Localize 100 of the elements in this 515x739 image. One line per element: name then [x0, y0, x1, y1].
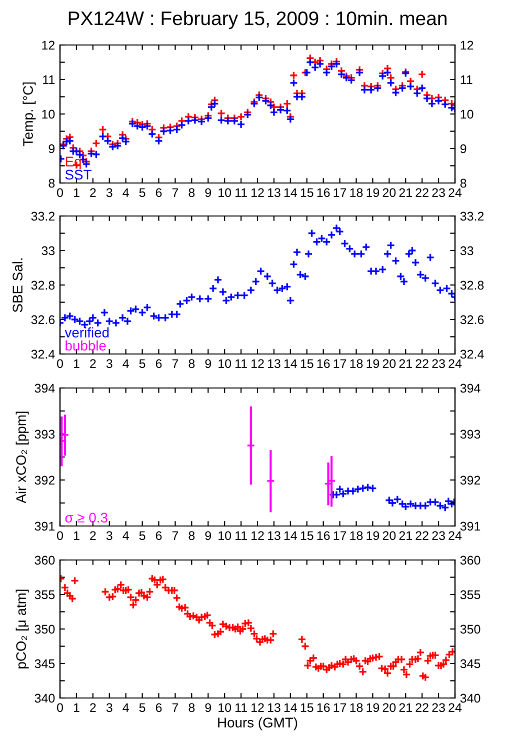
x-tick-label: 12	[252, 359, 264, 368]
x-tick-label: 24	[448, 703, 462, 712]
x-tick-label: 1	[74, 531, 80, 540]
x-tick-label: 10	[218, 359, 232, 368]
y2-tick-label: 8	[460, 178, 466, 188]
x-tick-label: 4	[122, 531, 129, 540]
x-tick-label: 21	[399, 359, 412, 368]
y2-tick-label: 11	[460, 75, 472, 84]
x-tick-label: 22	[416, 703, 428, 712]
x-tick-label: 15	[300, 703, 314, 712]
x-tick-label: 3	[106, 703, 112, 712]
x-tick-label: 18	[350, 359, 363, 368]
x-tick-label: 5	[139, 531, 146, 540]
x-tick-label: 0	[57, 531, 63, 540]
y-axis-title: pCO₂ [μ atm]	[16, 590, 29, 668]
x-tick-label: 12	[252, 703, 264, 712]
y2-tick-label: 391	[460, 522, 480, 531]
y-tick-label: 9	[48, 144, 55, 154]
y2-tick-label: 393	[460, 430, 480, 439]
y2-tick-label: 392	[460, 476, 480, 485]
x-axis-title: Hours (GMT)	[218, 717, 298, 730]
x-tick-label: 3	[106, 188, 112, 198]
y2-tick-label: 340	[460, 694, 480, 703]
series-label: SST	[65, 170, 92, 180]
x-tick-label: 6	[156, 531, 162, 540]
x-tick-label: 0	[57, 359, 63, 368]
y-tick-label: 8	[48, 178, 55, 188]
x-tick-label: 11	[236, 188, 247, 197]
x-tick-label: 24	[448, 531, 462, 540]
y-tick-label: 345	[34, 659, 55, 668]
x-tick-label: 8	[188, 359, 195, 368]
x-tick-label: 4	[122, 703, 129, 712]
y2-tick-label: 360	[460, 556, 480, 565]
x-tick-label: 1	[74, 359, 80, 368]
x-tick-label: 13	[268, 359, 280, 368]
y-axis-title: Air xCO₂ [ppm]	[16, 412, 29, 504]
x-tick-label: 7	[172, 703, 178, 712]
x-tick-label: 3	[106, 531, 112, 540]
x-tick-label: 0	[57, 188, 63, 198]
y2-tick-label: 10	[460, 110, 474, 119]
x-tick-label: 14	[284, 188, 298, 197]
x-tick-label: 16	[317, 188, 330, 198]
x-tick-label: 6	[156, 188, 162, 198]
x-tick-label: 9	[205, 531, 212, 540]
x-tick-label: 24	[448, 359, 462, 368]
x-tick-label: 8	[188, 188, 195, 198]
x-tick-label: 19	[366, 703, 380, 712]
x-tick-label: 2	[90, 188, 96, 197]
x-tick-label: 5	[139, 188, 146, 198]
y-axis-title: Temp. [°C]	[22, 82, 36, 146]
x-tick-label: 10	[218, 188, 232, 198]
x-tick-label: 19	[366, 359, 380, 368]
y2-tick-label: 33.2	[460, 212, 484, 221]
y-tick-label: 340	[34, 694, 55, 703]
text: σ ≥ 0.3	[65, 512, 108, 523]
x-tick-label: 20	[382, 703, 396, 712]
x-tick-label: 21	[399, 531, 412, 540]
x-tick-label: 17	[334, 531, 346, 540]
x-tick-label: 11	[236, 359, 247, 368]
x-tick-label: 3	[106, 359, 112, 368]
chart-title: PX124W : February 15, 2009 : 10min. mean	[68, 10, 446, 30]
x-tick-label: 13	[268, 531, 280, 540]
x-tick-label: 22	[416, 359, 428, 368]
x-tick-label: 8	[188, 703, 195, 712]
x-tick-label: 4	[122, 359, 129, 368]
x-tick-label: 1	[74, 703, 80, 712]
x-tick-label: 13	[268, 188, 280, 198]
y2-tick-label: 345	[460, 659, 480, 668]
y2-tick-label: 32.4	[460, 350, 484, 359]
y-tick-label: 391	[34, 522, 55, 531]
x-tick-label: 20	[382, 531, 396, 540]
x-tick-label: 17	[334, 703, 346, 712]
x-tick-label: 5	[139, 359, 146, 368]
x-tick-label: 4	[122, 188, 129, 197]
y2-tick-label: 9	[460, 144, 466, 154]
x-tick-label: 0	[57, 703, 63, 712]
x-tick-label: 15	[300, 531, 314, 540]
y-tick-label: 11	[43, 75, 55, 84]
x-tick-label: 20	[382, 188, 396, 198]
x-tick-label: 16	[317, 359, 330, 368]
y-tick-label: 32.6	[31, 315, 55, 324]
x-tick-label: 13	[268, 703, 280, 712]
x-tick-label: 17	[334, 188, 346, 197]
x-tick-label: 16	[317, 531, 330, 540]
x-tick-label: 10	[218, 703, 232, 712]
x-tick-label: 14	[284, 359, 298, 368]
x-tick-label: 24	[448, 188, 462, 197]
x-tick-label: 12	[252, 531, 264, 540]
x-tick-label: 14	[284, 703, 298, 712]
x-tick-label: 15	[300, 359, 314, 368]
x-tick-label: 19	[366, 531, 380, 540]
x-tick-label: 7	[172, 359, 178, 368]
x-tick-label: 19	[366, 188, 380, 198]
x-tick-label: 21	[399, 188, 412, 197]
x-tick-label: 18	[350, 531, 363, 540]
y-tick-label: 32.8	[31, 280, 55, 290]
y2-tick-label: 355	[460, 590, 480, 600]
x-tick-label: 2	[90, 531, 96, 540]
series-label: Eq	[66, 156, 81, 170]
y-tick-label: 33.2	[31, 212, 55, 221]
